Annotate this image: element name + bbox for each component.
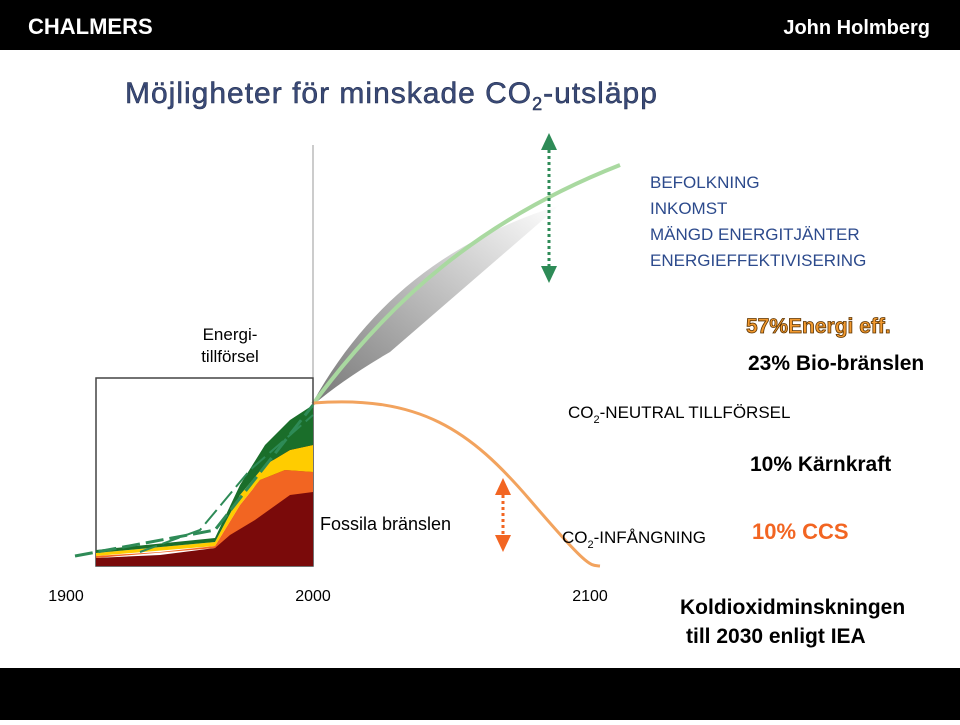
- x-label: 1900: [48, 588, 84, 605]
- renewables: [96, 405, 313, 553]
- fossil-coal: [96, 430, 313, 566]
- header-bar: [0, 0, 960, 50]
- arrow-head: [495, 535, 511, 552]
- measure-efficiency: 57%Energi eff.: [746, 315, 891, 338]
- demand-curve: [311, 163, 621, 406]
- measure-bio: 23% Bio-bränslen: [748, 352, 924, 375]
- measure-nuclear: 10% Kärnkraft: [750, 453, 891, 476]
- fossil-label: Fossila bränslen: [320, 514, 451, 534]
- arrow-head: [495, 478, 511, 495]
- logo: CHALMERS: [28, 14, 153, 39]
- fossil-oil: [96, 470, 313, 558]
- author: John Holmberg: [783, 17, 930, 39]
- fossil-gas: [96, 445, 313, 556]
- x-label: 2100: [572, 588, 608, 605]
- capture-label: CO2-INFÅNGNING: [562, 528, 706, 551]
- footnote: Koldioxidminskningen: [680, 596, 905, 619]
- x-label: 2000: [295, 588, 331, 605]
- arrow-head: [541, 266, 557, 283]
- title: Möjligheter för minskade CO2-utsläpp: [125, 77, 658, 114]
- supply-wedge: [313, 205, 560, 405]
- neutral-label: CO2-NEUTRAL TILLFÖRSEL: [568, 403, 790, 426]
- driver: ENERGIEFFEKTIVISERING: [650, 251, 866, 270]
- driver: MÄNGD ENERGITJÄNTER: [650, 225, 860, 244]
- y-label: Energi-: [203, 325, 258, 344]
- trend: [139, 414, 314, 553]
- measure-ccs: 10% CCS: [752, 519, 849, 544]
- y-label: tillförsel: [201, 347, 259, 366]
- driver: BEFOLKNING: [650, 173, 760, 192]
- trend: [74, 404, 315, 558]
- drivers: BEFOLKNING INKOMST MÄNGD ENERGITJÄNTER E…: [650, 173, 866, 270]
- arrow-head: [541, 133, 557, 150]
- fossil-curve: [312, 400, 601, 568]
- driver: INKOMST: [650, 199, 727, 218]
- footnote: till 2030 enligt IEA: [686, 625, 866, 648]
- footer-bar: [0, 668, 960, 720]
